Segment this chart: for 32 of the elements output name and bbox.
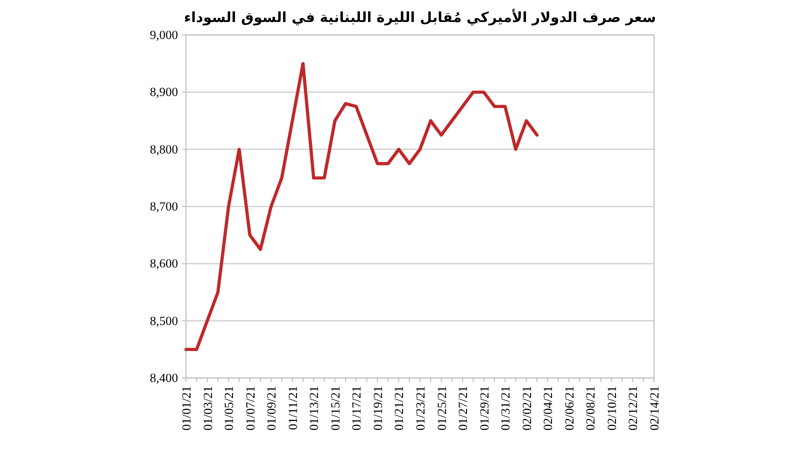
x-tick-label: 01/11/21 — [286, 386, 300, 430]
y-tick-label: 8,700 — [150, 200, 178, 214]
x-tick-label: 02/10/21 — [604, 386, 619, 430]
x-tick-label: 01/27/21 — [456, 386, 470, 430]
y-tick-label: 8,800 — [150, 142, 178, 156]
chart-title: سعر صرف الدولار الأميركي مُقابل الليرة اللبنانية في السوق السوداء — [184, 8, 656, 26]
x-tick-label: 01/21/21 — [392, 386, 406, 430]
x-tick-label: 01/13/21 — [307, 386, 322, 430]
x-tick-label: 01/03/21 — [200, 386, 215, 430]
x-tick-label: 02/08/21 — [584, 386, 598, 430]
x-tick-label: 01/17/21 — [350, 386, 364, 430]
x-tick-label: 01/15/21 — [328, 386, 342, 430]
x-tick-label: 01/29/21 — [477, 386, 492, 430]
x-tick-label: 02/02/21 — [520, 386, 534, 430]
x-tick-label: 02/12/21 — [626, 386, 640, 430]
y-tick-label: 8,600 — [150, 256, 178, 271]
x-tick-label: 01/05/21 — [222, 386, 236, 430]
y-tick-label: 8,400 — [150, 371, 178, 385]
x-tick-label: 01/25/21 — [434, 386, 449, 430]
x-tick-label: 01/07/21 — [243, 386, 258, 430]
y-tick-label: 9,000 — [150, 28, 178, 42]
x-tick-label: 01/09/21 — [264, 386, 279, 430]
line-series — [184, 62, 539, 352]
x-tick-label: 01/01/21 — [180, 386, 194, 430]
y-tick-label: 8,500 — [150, 314, 178, 328]
x-tick-label: 02/14/21 — [648, 386, 662, 430]
x-tick-label: 01/19/21 — [370, 386, 385, 430]
x-tick-label: 02/06/21 — [562, 386, 576, 430]
x-tick-label: 01/23/21 — [414, 386, 428, 430]
y-tick-label: 8,900 — [150, 85, 178, 100]
x-tick-label: 01/31/21 — [498, 386, 513, 430]
x-tick-label: 02/04/21 — [541, 386, 556, 430]
